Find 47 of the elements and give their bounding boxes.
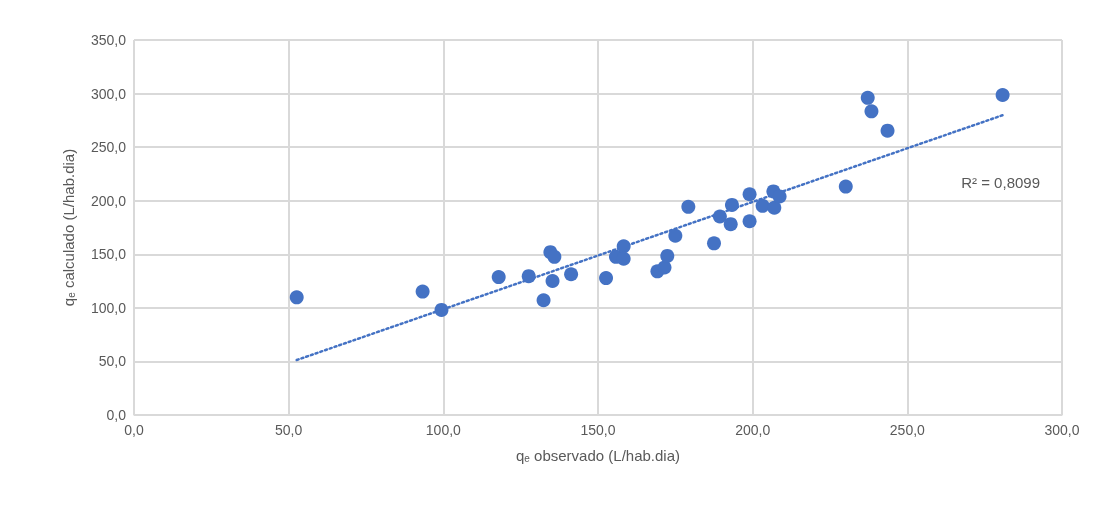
point [742, 187, 757, 202]
x-tick-label: 50,0 [275, 422, 303, 438]
point [772, 189, 787, 204]
y-tick-label: 350,0 [90, 32, 127, 48]
x-tick-label: 100,0 [425, 422, 462, 438]
y-tick-label: 150,0 [90, 246, 127, 263]
point [860, 90, 875, 105]
x-tick-label: 200,0 [735, 422, 771, 438]
annotation: R² = 0,8099 [961, 174, 1041, 191]
x-tick-label: 250,0 [889, 422, 926, 438]
point [723, 217, 738, 232]
point [767, 200, 782, 215]
y-tick-label: 50,0 [98, 353, 127, 370]
x-tick-label: 0,0 [124, 422, 144, 438]
point [742, 214, 757, 229]
point [668, 228, 683, 243]
point [712, 209, 727, 224]
y-tick-label: 200,0 [90, 192, 127, 209]
y-tick-label: 100,0 [90, 299, 127, 316]
y-tick-label: 250,0 [90, 139, 127, 156]
point [536, 293, 551, 308]
point [864, 104, 879, 119]
point [547, 249, 562, 264]
point [707, 236, 721, 251]
point [564, 267, 579, 282]
point [681, 199, 696, 214]
point [995, 87, 1010, 102]
point [521, 269, 536, 284]
point [415, 284, 430, 299]
point [545, 273, 560, 288]
x-tick-label: 300,0 [1044, 422, 1080, 438]
y-tick-label: 0,0 [106, 407, 127, 423]
point [491, 270, 506, 285]
point [289, 290, 304, 305]
x-axis-title: qe observado (L/hab.dia) [516, 446, 681, 464]
point [434, 302, 449, 317]
y-axis-title: qe calculado (L/hab.dia) [59, 148, 77, 307]
point [616, 251, 631, 266]
point [660, 248, 675, 263]
point [599, 271, 614, 286]
point [755, 198, 770, 213]
point [616, 239, 631, 254]
point [838, 179, 853, 194]
x-tick-label: 150,0 [580, 422, 616, 438]
point [880, 123, 895, 138]
point [724, 197, 739, 212]
y-tick-label: 300,0 [90, 85, 127, 102]
